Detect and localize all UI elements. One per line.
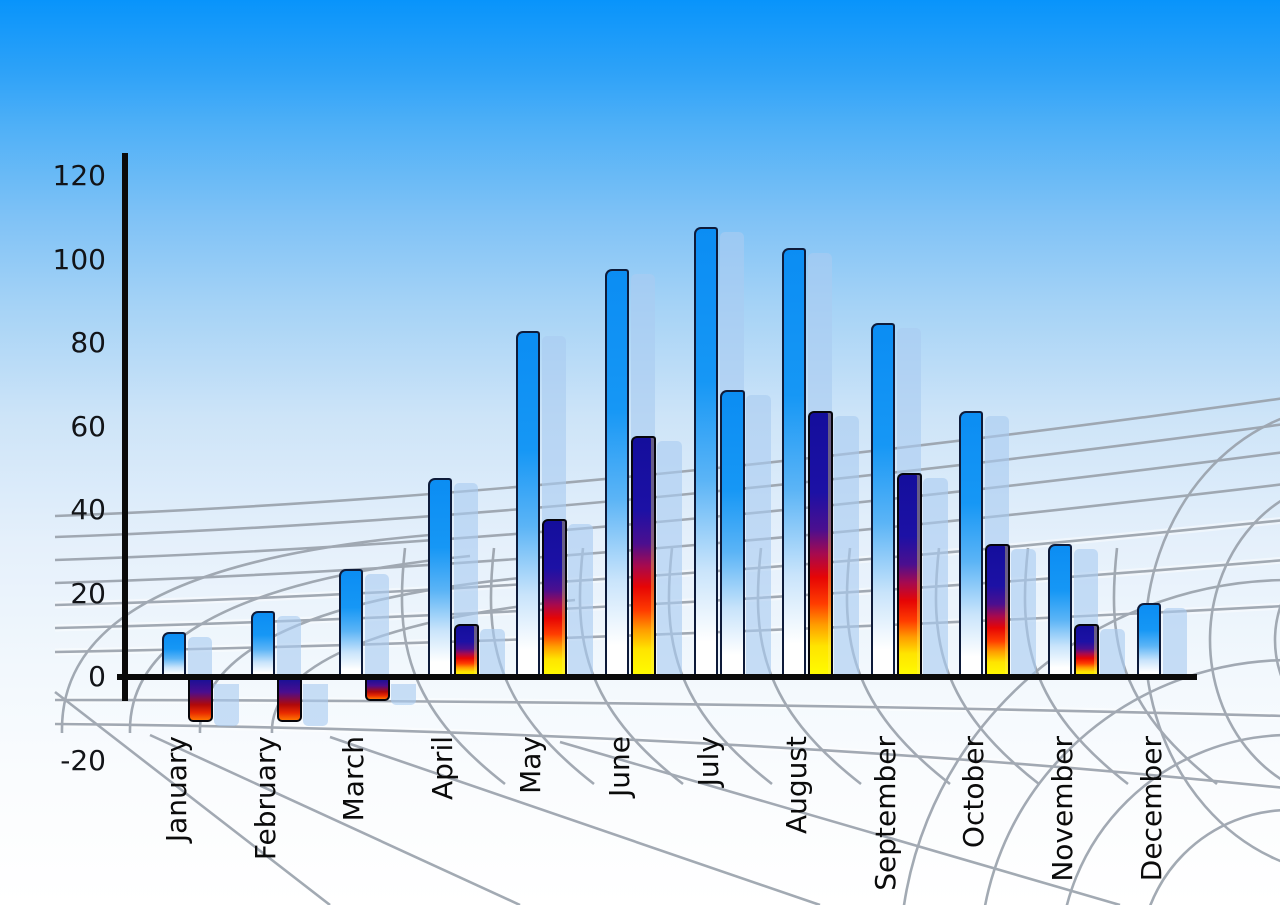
bar-february-primary-shadow xyxy=(277,616,301,678)
bar-march-primary xyxy=(339,569,363,678)
bar-january-secondary-shadow xyxy=(214,684,239,726)
bar-october-primary xyxy=(959,411,983,678)
bar-july-primary xyxy=(694,227,718,678)
bar-december-primary-shadow xyxy=(1163,608,1187,678)
x-tick-label-december: December xyxy=(1135,736,1168,882)
x-tick-label-february: February xyxy=(249,736,282,861)
bar-august-secondary-shadow xyxy=(834,416,859,678)
y-tick-label--20: -20 xyxy=(60,744,106,777)
bar-april-secondary-shadow xyxy=(480,629,505,678)
bar-december-primary xyxy=(1137,603,1161,678)
bar-january-secondary xyxy=(188,680,213,722)
x-tick-label-march: March xyxy=(337,736,370,822)
bar-july-secondary xyxy=(720,390,745,678)
x-tick-label-july: July xyxy=(692,736,725,787)
bar-october-secondary-shadow xyxy=(1011,549,1036,678)
y-tick-label-80: 80 xyxy=(70,326,106,359)
bar-october-secondary xyxy=(985,544,1010,678)
bar-may-secondary xyxy=(542,519,567,678)
bar-february-primary xyxy=(251,611,275,678)
y-tick-label-100: 100 xyxy=(52,243,106,276)
bar-august-primary xyxy=(782,248,806,678)
y-tick-label-60: 60 xyxy=(70,410,106,443)
x-axis-line xyxy=(117,674,1197,680)
bar-september-secondary-shadow xyxy=(923,478,948,678)
x-tick-label-october: October xyxy=(957,736,990,849)
bar-february-secondary-shadow xyxy=(303,684,328,726)
bar-june-secondary xyxy=(631,436,656,678)
x-tick-label-august: August xyxy=(780,736,813,834)
x-tick-label-january: January xyxy=(160,736,193,843)
x-tick-label-april: April xyxy=(426,736,459,800)
bar-november-secondary-shadow xyxy=(1100,629,1125,678)
y-tick-label-20: 20 xyxy=(70,577,106,610)
bar-may-secondary-shadow xyxy=(568,524,593,678)
bar-june-secondary-shadow xyxy=(657,441,682,678)
bar-july-secondary-shadow xyxy=(746,395,771,678)
bar-september-primary xyxy=(871,323,895,678)
bar-january-primary-shadow xyxy=(188,637,212,678)
bar-november-primary xyxy=(1048,544,1072,678)
x-tick-label-november: November xyxy=(1046,736,1079,882)
y-tick-label-0: 0 xyxy=(88,660,106,693)
bar-january-primary xyxy=(162,632,186,678)
y-tick-label-120: 120 xyxy=(52,159,106,192)
bar-april-secondary xyxy=(454,624,479,678)
bar-march-primary-shadow xyxy=(365,574,389,678)
bar-september-secondary xyxy=(897,473,922,678)
bar-april-primary xyxy=(428,478,452,678)
y-tick-label-40: 40 xyxy=(70,493,106,526)
bar-february-secondary xyxy=(277,680,302,722)
bar-november-secondary xyxy=(1074,624,1099,678)
bar-june-primary xyxy=(605,269,629,678)
bar-may-primary xyxy=(516,331,540,678)
bar-march-secondary-shadow xyxy=(391,684,416,705)
bar-march-secondary xyxy=(365,680,390,701)
x-tick-label-june: June xyxy=(603,736,636,797)
x-tick-label-may: May xyxy=(514,736,547,794)
bar-august-secondary xyxy=(808,411,833,678)
y-axis-line xyxy=(122,153,128,701)
x-tick-label-september: September xyxy=(869,736,902,891)
